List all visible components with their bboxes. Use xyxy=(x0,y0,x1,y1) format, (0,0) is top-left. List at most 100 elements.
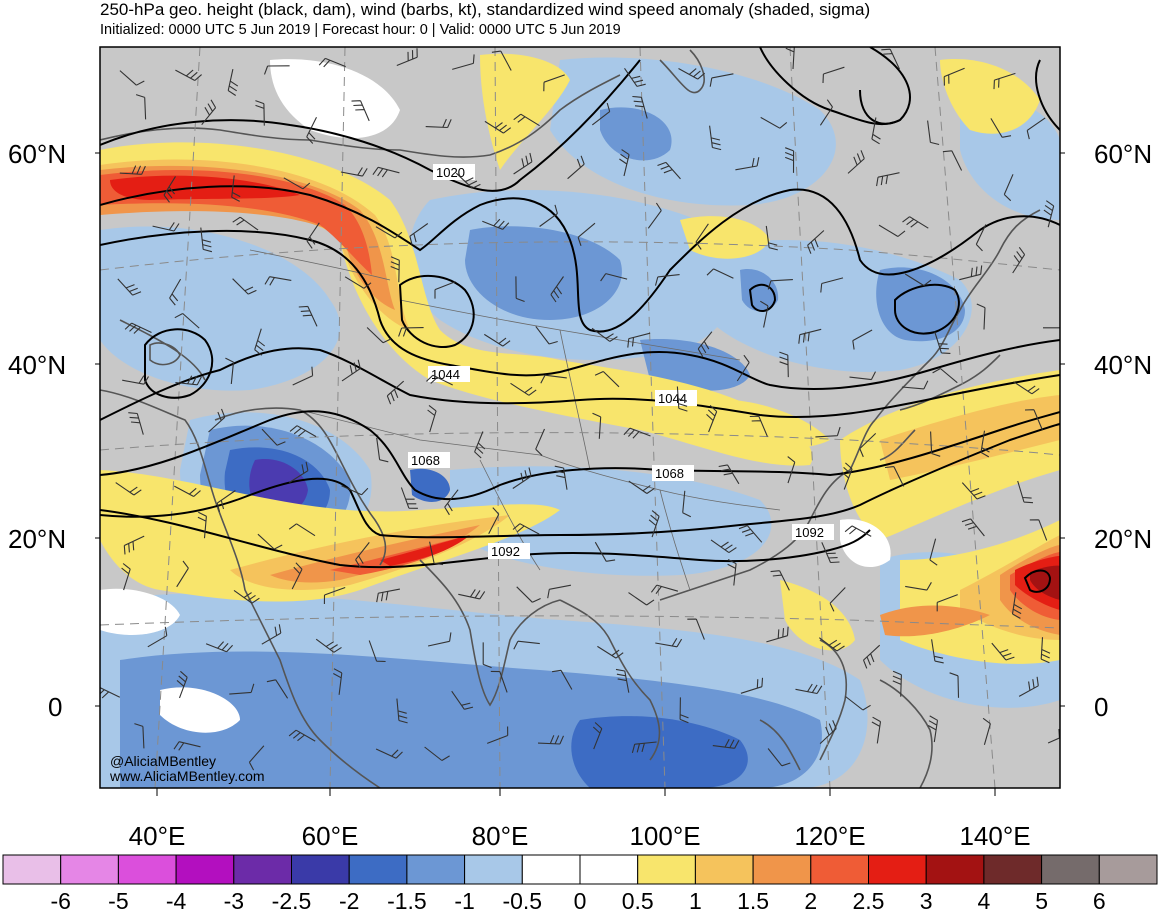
wind-barb xyxy=(386,380,405,405)
wind-barb xyxy=(306,222,320,249)
wind-barb xyxy=(930,431,941,457)
wind-barb xyxy=(400,487,418,509)
wind-barb xyxy=(434,281,456,299)
wind-barb xyxy=(550,276,564,303)
wind-barb xyxy=(785,47,795,70)
wind-barb xyxy=(727,559,737,586)
colorbar xyxy=(2,854,1158,885)
wind-barb xyxy=(881,48,900,70)
wind-barb xyxy=(121,563,131,591)
wind-barb xyxy=(216,490,236,512)
colorbar-swatch xyxy=(983,854,1043,885)
lat-label-40n-right: 40°N xyxy=(1094,350,1152,380)
wind-barb xyxy=(424,746,450,761)
colorbar-labels: -6 -5 -4 -3 -2.5 -2 -1.5 -1 -0.5 0 0.5 1 1.5 2 2.5 3 4 5 6 xyxy=(50,888,1105,913)
wind-barb xyxy=(100,687,121,699)
wind-barb xyxy=(822,66,845,84)
wind-barb xyxy=(372,166,400,178)
wind-barb xyxy=(871,117,881,145)
wind-barb xyxy=(678,68,706,80)
wind-barb xyxy=(225,357,235,385)
wind-barb xyxy=(263,65,290,75)
wind-barb xyxy=(516,586,541,603)
wind-barb xyxy=(233,589,260,604)
wind-barb xyxy=(288,729,316,742)
map-plot-area: 1020 1044 1044 1068 1068 1092 1092 @Alic… xyxy=(100,47,1060,788)
wind-barb xyxy=(905,582,932,591)
wind-barb xyxy=(1029,519,1048,541)
wind-barb xyxy=(706,268,734,279)
wind-barb xyxy=(134,723,145,749)
wind-barb xyxy=(200,227,213,253)
wind-barb xyxy=(261,428,286,446)
wind-barb xyxy=(784,147,795,173)
wind-barb xyxy=(261,624,282,645)
wind-barb xyxy=(375,226,403,239)
wind-barb xyxy=(592,412,602,439)
wind-barb xyxy=(787,456,796,484)
wind-barb xyxy=(1047,728,1060,744)
wind-barb xyxy=(628,592,655,606)
wind-barb xyxy=(283,177,311,190)
wind-barb xyxy=(163,176,176,203)
wind-barb xyxy=(368,640,386,663)
map-frame xyxy=(99,46,1061,789)
wind-barb xyxy=(902,216,929,229)
wind-barb xyxy=(128,412,144,435)
wind-barb xyxy=(993,72,1016,90)
colorbar-tick-label: 2 xyxy=(804,888,817,913)
wind-barb xyxy=(627,332,651,348)
colorbar-swatch xyxy=(637,854,696,885)
wind-barb xyxy=(255,100,265,126)
map-ticks xyxy=(95,152,1065,796)
contour-label-1092-b: 1092 xyxy=(795,525,824,540)
wind-barb xyxy=(484,333,511,347)
wind-barb xyxy=(341,359,361,382)
wind-barb xyxy=(1043,200,1055,228)
wind-barb xyxy=(490,670,508,693)
wind-barb xyxy=(975,224,987,252)
wind-barb xyxy=(884,466,905,487)
wind-barb xyxy=(451,690,474,710)
colorbar-swatch xyxy=(1098,854,1158,885)
wind-barb xyxy=(176,560,189,588)
colorbar-tick-label: -5 xyxy=(108,888,128,913)
wind-barb xyxy=(904,273,932,287)
colorbar-swatch xyxy=(348,854,408,885)
wind-barb xyxy=(980,430,990,458)
latitude-labels: 60°N 40°N 20°N 0 60°N 40°N 20°N 0 xyxy=(8,139,1152,722)
wind-barb xyxy=(849,371,876,381)
wind-barb xyxy=(175,375,202,386)
wind-barb xyxy=(409,223,429,246)
wind-barb xyxy=(650,584,679,595)
wind-barb xyxy=(901,380,929,390)
wind-barb xyxy=(818,637,845,652)
wind-barb xyxy=(375,748,403,759)
wind-barb xyxy=(631,741,657,754)
wind-barb xyxy=(600,273,628,282)
credit: @AliciaMBentley www.AliciaMBentley.com xyxy=(109,753,265,784)
colorbar-swatch xyxy=(810,854,869,885)
wind-barb xyxy=(815,426,841,438)
wind-barb xyxy=(232,216,259,231)
wind-barb xyxy=(174,485,201,497)
colorbar-tick-label: 3 xyxy=(920,888,933,913)
wind-barb xyxy=(197,511,207,539)
colorbar-tick-label: 0 xyxy=(574,888,587,913)
wind-barb xyxy=(396,698,408,724)
wind-barb xyxy=(176,670,188,699)
lon-label-120e: 120°E xyxy=(794,821,865,851)
map-title: 250-hPa geo. height (black, dam), wind (… xyxy=(100,0,871,19)
wind-barb xyxy=(554,465,568,490)
wind-barb xyxy=(396,48,418,67)
wind-barb xyxy=(943,67,965,86)
wind-barb xyxy=(512,523,540,535)
wind-barb xyxy=(1013,381,1040,395)
wind-barb xyxy=(425,118,452,129)
wind-barb xyxy=(119,165,146,175)
wind-barb xyxy=(959,265,983,281)
wind-barb xyxy=(871,716,882,744)
wind-barb xyxy=(547,584,572,599)
wind-barb xyxy=(767,748,791,767)
contour-label-1068-b: 1068 xyxy=(655,466,684,481)
